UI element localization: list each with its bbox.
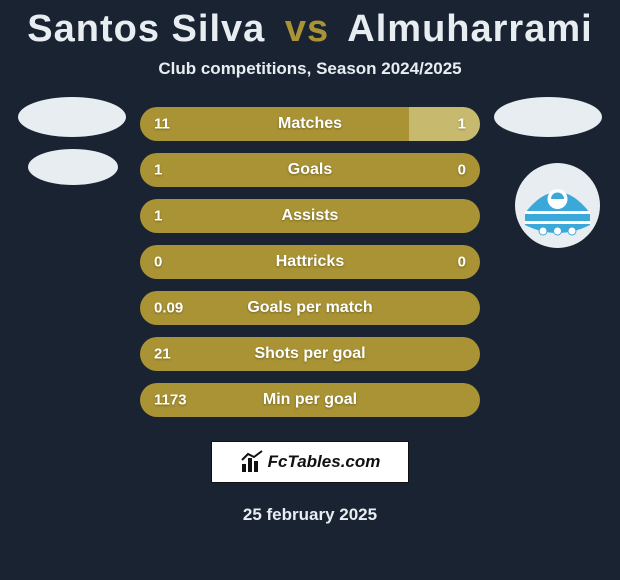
stat-left-value: 11 (154, 116, 170, 133)
stat-bar-left-fill (140, 107, 409, 141)
source-logo[interactable]: FcTables.com (211, 441, 409, 483)
page-title: Santos Silva vs Almuharrami (27, 8, 592, 51)
stat-bar: 111Matches (140, 107, 480, 141)
stat-left-value: 1 (154, 162, 162, 179)
stat-label: Hattricks (276, 253, 344, 271)
stat-label: Assists (282, 207, 339, 225)
main-container: Santos Silva vs Almuharrami Club competi… (0, 0, 620, 580)
stat-bar: 0.09 Goals per match (140, 291, 480, 325)
subtitle: Club competitions, Season 2024/2025 (158, 59, 461, 79)
stat-bar: 1 0 Goals (140, 153, 480, 187)
player1-club-badge-2 (28, 149, 118, 185)
club-crest-icon (515, 163, 600, 248)
stat-left-value: 1 (154, 208, 162, 225)
stat-label: Shots per goal (254, 345, 365, 363)
bar-chart-icon (240, 450, 264, 474)
player2-name: Almuharrami (347, 8, 592, 50)
vs-separator: vs (285, 8, 329, 50)
comparison-chart: 111Matches10Goals1Assists00Hattricks0.09… (0, 107, 620, 417)
player1-club-badge-1 (18, 97, 126, 137)
stat-label: Matches (278, 115, 342, 133)
stat-label: Goals (288, 161, 332, 179)
stat-left-value: 1173 (154, 392, 187, 409)
player1-name: Santos Silva (27, 8, 265, 50)
stat-left-value: 0.09 (154, 300, 183, 317)
stat-right-value: 0 (458, 254, 466, 271)
stat-bar: 21 Shots per goal (140, 337, 480, 371)
stat-label: Min per goal (263, 391, 357, 409)
stat-left-value: 0 (154, 254, 162, 271)
stat-left-value: 21 (154, 346, 171, 363)
stat-bars-list: 111Matches10Goals1Assists00Hattricks0.09… (140, 107, 480, 417)
player2-club-badge-2 (515, 163, 600, 248)
player2-club-badge-1 (494, 97, 602, 137)
stat-right-value: 0 (458, 162, 466, 179)
logo-text: FcTables.com (268, 452, 381, 472)
stat-bar: 1173 Min per goal (140, 383, 480, 417)
stat-bar: 0 0 Hattricks (140, 245, 480, 279)
stat-bar-right-fill (409, 107, 480, 141)
stat-bar: 1 Assists (140, 199, 480, 233)
date-label: 25 february 2025 (243, 505, 377, 525)
stat-right-value: 1 (458, 116, 466, 133)
stat-label: Goals per match (247, 299, 372, 317)
